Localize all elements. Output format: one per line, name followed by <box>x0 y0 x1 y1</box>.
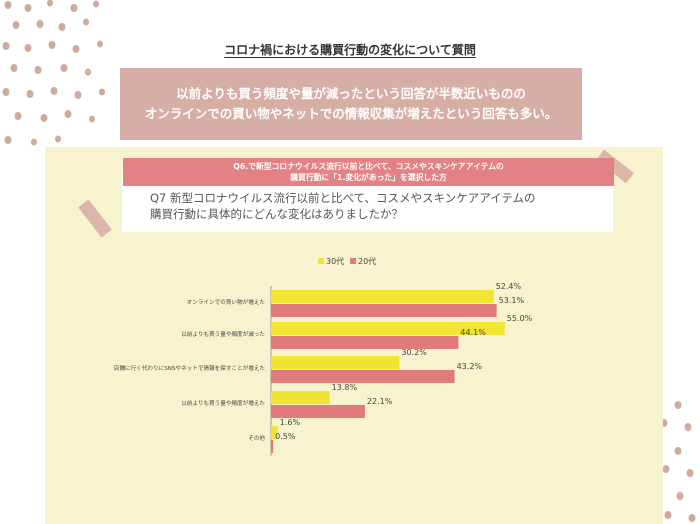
filter-line-1: Q6.で新型コロナウイルス流行以前と比べて、コスメやスキンケアアイテムの <box>233 162 504 171</box>
bar-20s-2 <box>271 370 455 383</box>
bar-30s-0 <box>271 290 494 303</box>
bar-30s-1 <box>271 322 505 335</box>
legend-swatch-30s <box>318 258 324 264</box>
value-label-20s-2: 43.2% <box>457 362 483 371</box>
page-title: コロナ禍における購買行動の変化について質問 <box>224 43 476 57</box>
bar-20s-1 <box>271 336 459 349</box>
bar-20s-4 <box>271 440 274 453</box>
value-label-30s-2: 30.2% <box>401 348 427 357</box>
value-label-20s-1: 44.1% <box>460 328 486 337</box>
chart-legend: 30代 20代 <box>318 256 376 266</box>
value-label-30s-3: 13.8% <box>332 383 358 392</box>
legend-label-20s: 20代 <box>358 256 376 266</box>
summary-line-2: オンラインでの買い物やネットでの情報収集が増えたという回答も多い。 <box>144 106 558 121</box>
category-label-3: 以前よりも買う量や頻度が増えた <box>181 399 265 407</box>
legend-label-30s: 30代 <box>326 256 344 266</box>
summary-line-1: 以前よりも買う頻度や量が減ったという回答が半数近いものの <box>176 86 526 101</box>
value-label-30s-4: 1.6% <box>280 418 301 427</box>
question-line-2: 購買行動に具体的にどんな変化はありましたか？ <box>150 207 403 221</box>
bar-20s-3 <box>271 405 365 418</box>
value-label-20s-4: 0.5% <box>275 432 296 441</box>
value-label-30s-0: 52.4% <box>496 282 522 291</box>
summary-banner: 以前よりも買う頻度や量が減ったという回答が半数近いものの オンラインでの買い物や… <box>120 68 582 140</box>
question-line-1: Q7 新型コロナウイルス流行以前と比べて、コスメやスキンケアアイテムの <box>150 191 536 205</box>
value-label-30s-1: 55.0% <box>507 314 533 323</box>
category-label-1: 以前よりも買う量や頻度が減った <box>181 330 265 338</box>
bar-20s-0 <box>271 304 497 317</box>
respondent-filter-bar: Q6.で新型コロナウイルス流行以前と比べて、コスメやスキンケアアイテムの 購買行… <box>123 158 614 186</box>
value-label-20s-3: 22.1% <box>367 397 393 406</box>
bar-30s-2 <box>271 356 400 369</box>
legend-swatch-20s <box>350 258 356 264</box>
value-label-20s-0: 53.1% <box>499 296 525 305</box>
bar-30s-3 <box>271 391 330 404</box>
category-label-2: 店舗に行く代わりにSNSやネットで情報を探すことが増えた <box>114 364 266 372</box>
question-text: Q7 新型コロナウイルス流行以前と比べて、コスメやスキンケアアイテムの 購買行動… <box>150 190 536 222</box>
bar-30s-4 <box>271 426 278 439</box>
filter-line-2: 購買行動に「1.変化があった」を選択した方 <box>290 173 447 182</box>
category-label-0: オンラインでの買い物が増えた <box>187 298 266 306</box>
category-label-4: その他 <box>248 434 265 442</box>
